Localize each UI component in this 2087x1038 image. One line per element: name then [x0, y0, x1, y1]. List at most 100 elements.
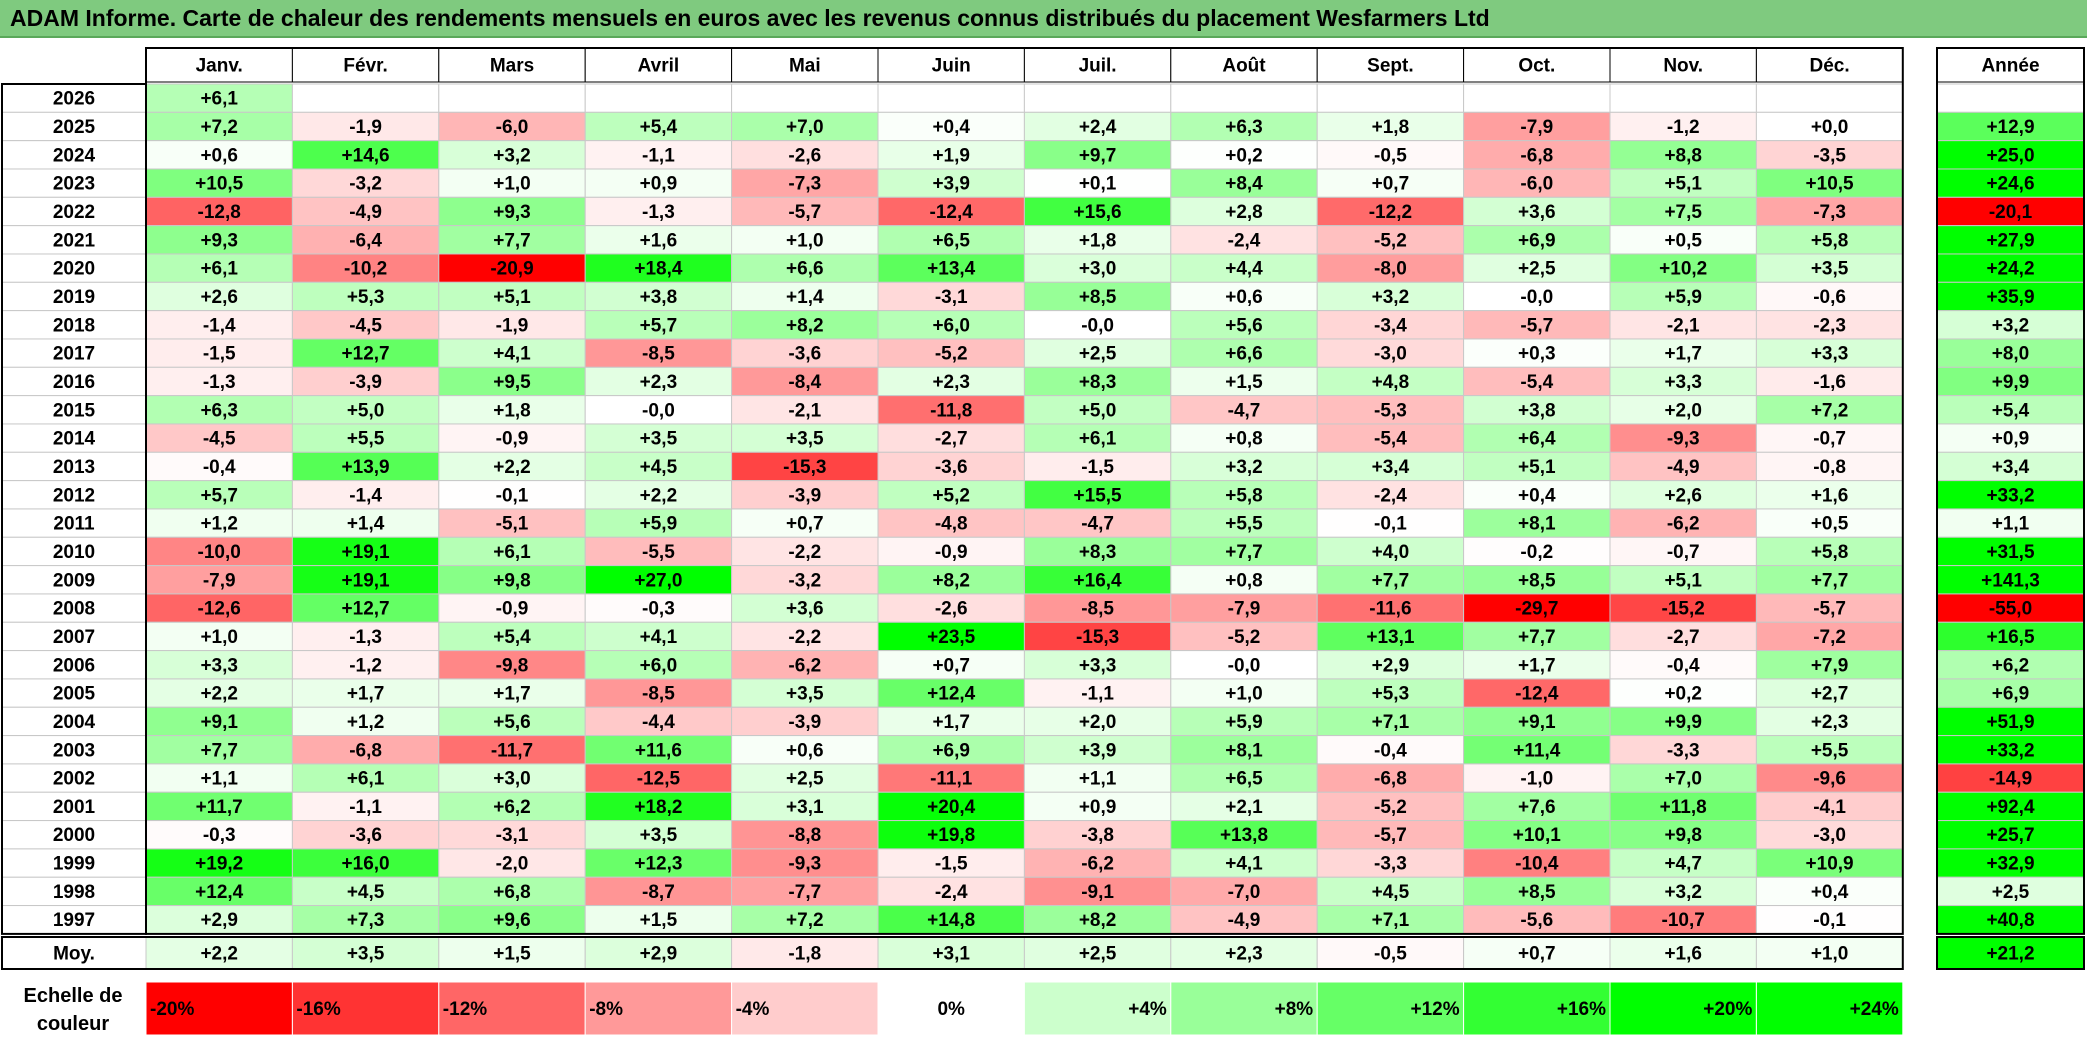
heatmap-cell [731, 876, 879, 907]
heatmap-cell-value: -1,5 [935, 854, 968, 875]
row-year-label: 1998 [53, 882, 95, 903]
heatmap-cell [584, 423, 733, 453]
heatmap-cell-value: +2,6 [1664, 485, 1702, 506]
heatmap-cell-value: +5,8 [1811, 230, 1849, 251]
heatmap-cell [1316, 310, 1465, 340]
month-header-cell [1170, 47, 1318, 83]
heatmap-cell [1463, 791, 1611, 822]
annual-cell [1936, 820, 2085, 850]
color-scale-stop-label: -4% [736, 999, 770, 1020]
heatmap-cell-value: +7,2 [786, 910, 824, 931]
heatmap-cell [1609, 536, 1757, 567]
row-year-cell [1, 678, 147, 708]
heatmap-cell [291, 565, 440, 595]
heatmap-cell-value: +8,1 [1225, 740, 1263, 761]
heatmap-cell [438, 366, 586, 397]
month-header: Août [1222, 56, 1266, 77]
heatmap-cell [731, 480, 879, 510]
heatmap-cell-value: +6,1 [200, 89, 238, 110]
heatmap-cell-value: -4,9 [1228, 910, 1261, 931]
heatmap-cell-value: -3,0 [1374, 344, 1407, 365]
heatmap-cell-value: +6,4 [1518, 429, 1556, 450]
heatmap-cell-value: -1,3 [642, 202, 675, 223]
heatmap-cell [731, 621, 879, 652]
heatmap-cell-value: +5,3 [1372, 684, 1410, 705]
heatmap-cell-value: +6,3 [200, 400, 238, 421]
average-cell-value: +1,0 [1811, 944, 1849, 965]
heatmap-cell-value: -1,4 [349, 485, 382, 506]
title-bar: ADAM Informe. Carte de chaleur des rende… [0, 0, 2087, 38]
heatmap-cell-value: +0,4 [932, 117, 970, 138]
heatmap-cell-value: -2,2 [788, 627, 821, 648]
heatmap-cell-value: +4,0 [1372, 542, 1410, 563]
heatmap-cell [1316, 111, 1465, 142]
row-year-cell [1, 140, 147, 170]
heatmap-cell [1170, 451, 1318, 482]
month-header-cell [1023, 47, 1172, 83]
heatmap-cell [1023, 905, 1172, 935]
heatmap-cell [1463, 480, 1611, 510]
heatmap-cell-value: +8,5 [1518, 570, 1556, 591]
annual-cell-value: +25,7 [1986, 825, 2034, 846]
heatmap-cell-value: +6,8 [493, 882, 531, 903]
heatmap-cell [1463, 366, 1611, 397]
heatmap-cell-value: -0,9 [496, 429, 529, 450]
heatmap-cell-value: +8,2 [786, 315, 824, 336]
heatmap-cell-value: -1,2 [1667, 117, 1700, 138]
heatmap-cell-value: +8,2 [1079, 910, 1117, 931]
average-cell [1755, 936, 1904, 970]
heatmap-cell-value: +2,9 [1372, 655, 1410, 676]
heatmap-cell [1023, 111, 1172, 142]
heatmap-cell-value: -2,1 [788, 400, 821, 421]
heatmap-cell-value: +20,4 [927, 797, 976, 818]
heatmap-cell [1170, 536, 1318, 567]
heatmap-cell-value: +0,6 [786, 740, 824, 761]
heatmap-cell-value: +19,2 [195, 854, 243, 875]
heatmap-cell-value: +4,5 [640, 457, 678, 478]
heatmap-cell-value: +1,6 [1811, 485, 1849, 506]
heatmap-cell [731, 140, 879, 170]
heatmap-cell [1755, 423, 1904, 453]
heatmap-cell-value: +6,6 [786, 259, 824, 280]
heatmap-cell [145, 508, 293, 538]
heatmap-cell [731, 111, 879, 142]
heatmap-cell [877, 281, 1025, 312]
heatmap-cell-value: +5,1 [493, 287, 531, 308]
heatmap-cell-value: -0,0 [1081, 315, 1114, 336]
heatmap-cell [1023, 593, 1172, 623]
heatmap-cell-value: -5,2 [1374, 230, 1407, 251]
color-scale-swatch [731, 981, 879, 1036]
heatmap-cell [1755, 83, 1904, 113]
heatmap-cell-value: +0,3 [1518, 344, 1556, 365]
heatmap-cell [1170, 83, 1318, 113]
row-year-cell [1, 196, 147, 227]
annual-cell-value: +51,9 [1986, 712, 2034, 733]
heatmap-cell-value: +7,0 [786, 117, 824, 138]
heatmap-cell-value: +3,3 [1079, 655, 1117, 676]
heatmap-cell [1023, 876, 1172, 907]
heatmap-cell-value: +0,6 [200, 145, 238, 166]
heatmap-cell [438, 451, 586, 482]
heatmap-cell-value: +3,3 [200, 655, 238, 676]
annual-cell [1936, 83, 2085, 113]
heatmap-cell-value: +7,9 [1811, 655, 1849, 676]
annual-cell-value: +25,0 [1986, 145, 2034, 166]
heatmap-cell [1463, 395, 1611, 425]
heatmap-cell [731, 791, 879, 822]
heatmap-cell [584, 83, 733, 113]
heatmap-cell-value: +12,4 [195, 882, 244, 903]
heatmap-cell [1023, 310, 1172, 340]
heatmap-cell-value: +3,5 [1811, 259, 1849, 280]
heatmap-cell-value: -8,7 [642, 882, 675, 903]
annual-cell [1936, 451, 2085, 482]
heatmap-cell-value: +1,0 [786, 230, 824, 251]
heatmap-cell [1316, 83, 1465, 113]
heatmap-cell [1170, 678, 1318, 708]
heatmap-cell-value: +0,1 [1079, 174, 1117, 195]
heatmap-cell-value: +7,2 [200, 117, 238, 138]
heatmap-cell [1316, 508, 1465, 538]
heatmap-cell-value: +2,0 [1664, 400, 1702, 421]
heatmap-cell [145, 791, 293, 822]
annual-cell [1936, 621, 2085, 652]
heatmap-cell-value: -20,9 [490, 259, 533, 280]
